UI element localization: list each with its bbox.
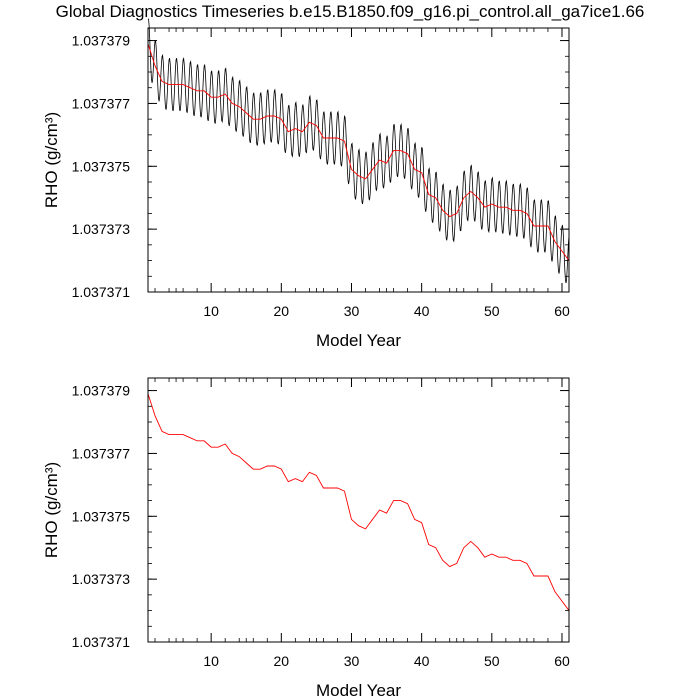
plot-frame	[147, 377, 570, 643]
x-axis-label: Model Year	[316, 331, 401, 350]
y-tick-label: 1.037375	[72, 158, 131, 174]
y-tick-label: 1.037377	[72, 445, 131, 461]
top-panel: 10 20 30 40 50 60 1.037371 1.037373 1.037375 1.03…	[42, 18, 570, 350]
y-tick-label: 1.037379	[72, 383, 131, 399]
y-tick-label: 1.037371	[72, 284, 131, 300]
y-axis-label: RHO (g/cm³)	[42, 462, 61, 558]
x-tick-label: 10	[203, 653, 219, 669]
bottom-panel: 10 20 30 40 50 60 1.037371 1.037373 1.037375 1.03…	[42, 377, 570, 700]
x-tick-label: 10	[203, 303, 219, 319]
annual-mean-line	[147, 43, 570, 261]
x-tick-label: 60	[554, 653, 570, 669]
x-tick-label: 50	[484, 653, 500, 669]
x-tick-label: 30	[344, 653, 360, 669]
y-tick-label: 1.037373	[72, 571, 131, 587]
y-tick-label: 1.037375	[72, 508, 131, 524]
y-tick-label: 1.037379	[72, 33, 131, 49]
plot-frame	[147, 27, 570, 293]
x-tick-label: 40	[414, 653, 430, 669]
x-tick-label: 40	[414, 303, 430, 319]
monthly-series-line	[147, 18, 570, 284]
annual-mean-line	[147, 393, 570, 611]
y-tick-label: 1.037373	[72, 221, 131, 237]
x-tick-label: 20	[274, 303, 290, 319]
y-tick-label: 1.037377	[72, 95, 131, 111]
chart-title: Global Diagnostics Timeseries b.e15.B185…	[55, 2, 645, 21]
x-tick-label: 20	[274, 653, 290, 669]
y-tick-label: 1.037371	[72, 634, 131, 650]
x-axis-label: Model Year	[316, 681, 401, 700]
x-tick-label: 30	[344, 303, 360, 319]
x-tick-label: 60	[554, 303, 570, 319]
x-tick-label: 50	[484, 303, 500, 319]
y-axis-label: RHO (g/cm³)	[42, 112, 61, 208]
